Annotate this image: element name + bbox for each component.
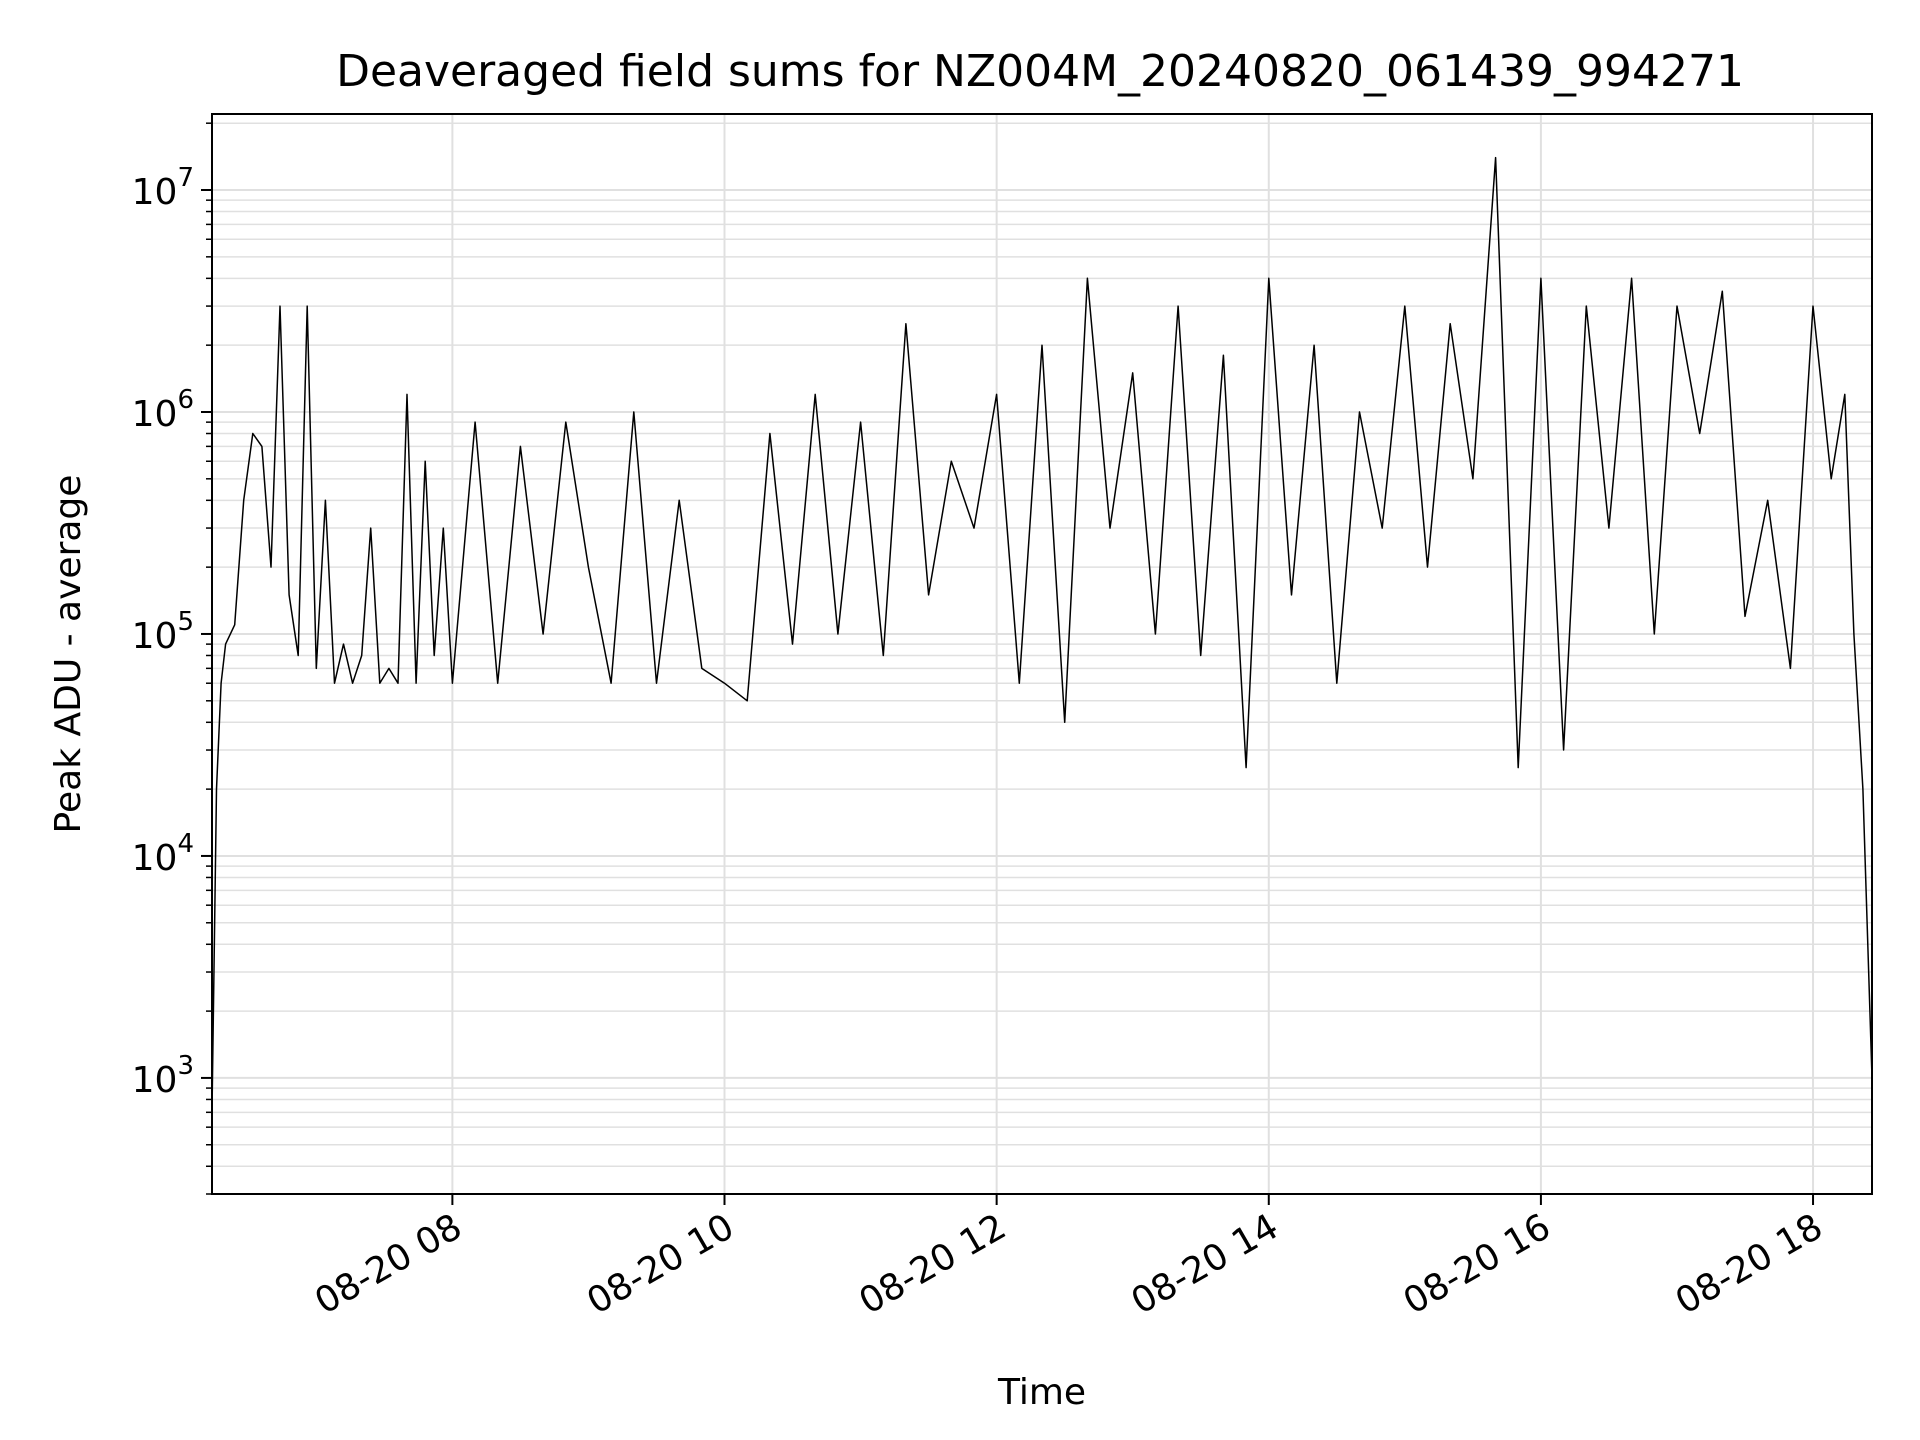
x-tick-label: 08-20 14 xyxy=(1125,1206,1286,1322)
x-axis-label: Time xyxy=(997,1372,1086,1413)
plot-frame xyxy=(211,113,1873,1195)
x-tick-label: 08-20 10 xyxy=(580,1206,741,1322)
y-tick-label: 105 xyxy=(132,607,194,657)
y-tick-label: 107 xyxy=(132,163,194,213)
x-tick-label: 08-20 18 xyxy=(1669,1206,1830,1322)
chart-title: Deaveraged field sums for NZ004M_2024082… xyxy=(336,46,1744,97)
y-tick-label: 104 xyxy=(132,829,194,879)
x-tick-label: 08-20 16 xyxy=(1397,1206,1558,1322)
y-axis: 103 104 105 106 107 xyxy=(132,122,212,1195)
grid xyxy=(212,114,1872,1195)
series-layer xyxy=(211,156,1873,1113)
x-tick-label: 08-20 12 xyxy=(852,1206,1013,1322)
x-tick-label: 08-20 08 xyxy=(308,1206,469,1322)
x-axis: 08-20 08 08-20 10 08-20 12 08-20 14 08-20 16… xyxy=(308,1194,1830,1323)
series-line xyxy=(211,156,1873,1113)
y-tick-label: 106 xyxy=(132,385,194,435)
y-axis-label: Peak ADU - average xyxy=(48,475,89,834)
y-tick-label: 103 xyxy=(132,1051,194,1101)
